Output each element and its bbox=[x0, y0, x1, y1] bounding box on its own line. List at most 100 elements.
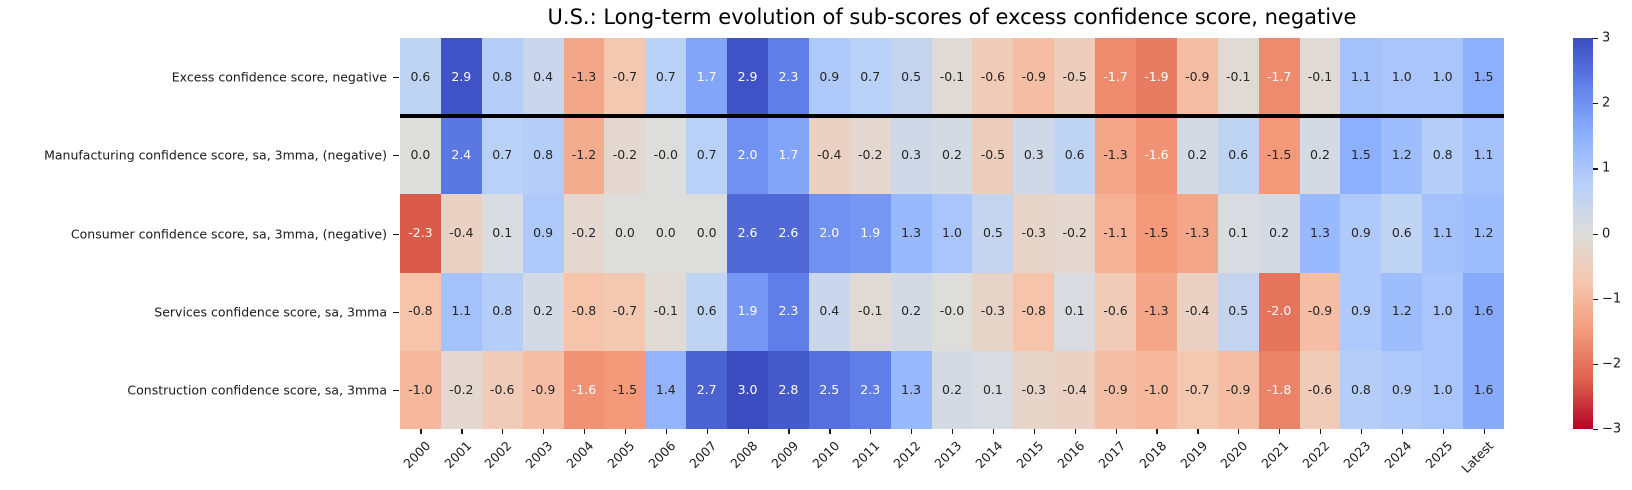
heatmap-cell: 2.0 bbox=[808, 194, 850, 273]
heatmap-cell: 1.1 bbox=[1340, 38, 1382, 117]
heatmap-cell: 1.1 bbox=[1463, 116, 1504, 195]
x-tick-label: 2001 bbox=[440, 438, 474, 472]
heatmap-cell: 2.6 bbox=[768, 194, 809, 273]
heatmap-cell: 0.3 bbox=[890, 116, 932, 195]
heatmap-cell: -0.4 bbox=[1054, 350, 1096, 429]
heatmap-cell: -0.3 bbox=[1013, 194, 1055, 273]
x-tick-label: 2020 bbox=[1217, 438, 1251, 472]
heatmap-cell: -1.5 bbox=[604, 350, 646, 429]
colorbar-tick-label: 3 bbox=[1602, 30, 1611, 46]
heatmap-cell: 0.4 bbox=[522, 38, 564, 117]
colorbar-tick-label: 2 bbox=[1602, 95, 1611, 111]
heatmap-cell: -1.3 bbox=[563, 38, 605, 117]
x-tick-mark bbox=[1156, 429, 1158, 434]
heatmap-cell: 1.3 bbox=[890, 194, 932, 273]
x-tick-mark bbox=[788, 429, 790, 434]
heatmap-cell: 0.5 bbox=[972, 194, 1014, 273]
x-tick-label: 2023 bbox=[1340, 438, 1374, 472]
colorbar-tick-mark bbox=[1593, 298, 1598, 300]
heatmap-cell: 2.3 bbox=[768, 272, 809, 351]
heatmap-cell: 1.0 bbox=[1422, 272, 1464, 351]
row-label: Consumer confidence score, sa, 3mma, (ne… bbox=[70, 226, 387, 241]
colorbar-tick-mark bbox=[1593, 363, 1598, 366]
heatmap-cell: -0.2 bbox=[563, 194, 605, 273]
heatmap-cell: 1.3 bbox=[890, 350, 932, 429]
x-tick-label: 2019 bbox=[1176, 438, 1210, 472]
heatmap-cell: -0.5 bbox=[1054, 38, 1096, 117]
heatmap-cell: 0.4 bbox=[808, 272, 850, 351]
heatmap-cell: 0.7 bbox=[686, 116, 728, 195]
heatmap-cell: 2.6 bbox=[727, 194, 768, 273]
heatmap-cell: -0.9 bbox=[1217, 350, 1259, 429]
heatmap-cell: 0.0 bbox=[604, 194, 646, 273]
heatmap-cell: 0.9 bbox=[522, 194, 564, 273]
heatmap-cell: -0.6 bbox=[972, 38, 1014, 117]
x-tick-label: 2014 bbox=[972, 438, 1006, 472]
heatmap-cell: 1.6 bbox=[1463, 350, 1504, 429]
heatmap-cell: 1.7 bbox=[768, 116, 809, 195]
x-tick-mark bbox=[1074, 429, 1076, 434]
heatmap-cell: 0.3 bbox=[1013, 116, 1055, 195]
x-tick-mark bbox=[1279, 429, 1281, 434]
y-tick-mark bbox=[393, 233, 399, 235]
heatmap-cell: 0.2 bbox=[890, 272, 932, 351]
heatmap-cell: 2.0 bbox=[727, 116, 768, 195]
x-tick-mark bbox=[1197, 429, 1199, 434]
x-tick-mark bbox=[461, 429, 463, 434]
heatmap-cell: -0.1 bbox=[849, 272, 891, 351]
heatmap-cell: 2.8 bbox=[768, 350, 809, 429]
x-tick-mark bbox=[1115, 429, 1117, 434]
x-tick-label: 2024 bbox=[1381, 438, 1415, 472]
heatmap-cell: 2.9 bbox=[727, 38, 768, 117]
heatmap-cell: -0.7 bbox=[604, 38, 646, 117]
heatmap-cell: 0.6 bbox=[400, 38, 441, 117]
heatmap-cell: 0.8 bbox=[1340, 350, 1382, 429]
x-tick-label: 2011 bbox=[849, 438, 883, 472]
colorbar-tick-label: 0 bbox=[1602, 226, 1611, 241]
heatmap-cell: -1.3 bbox=[1095, 116, 1136, 195]
heatmap-cell: -2.3 bbox=[400, 194, 441, 273]
heatmap-cell: -0.9 bbox=[522, 350, 564, 429]
x-tick-label: 2022 bbox=[1299, 438, 1333, 472]
x-tick-mark bbox=[1442, 429, 1444, 434]
heatmap-cell: 0.7 bbox=[645, 38, 687, 117]
heatmap-cell: 0.9 bbox=[1340, 272, 1382, 351]
x-tick-mark bbox=[420, 429, 422, 434]
heatmap-cell: 1.0 bbox=[1422, 38, 1464, 117]
x-tick-label: 2013 bbox=[931, 438, 965, 472]
heatmap-cell: 1.5 bbox=[1340, 116, 1382, 195]
colorbar-tick-mark bbox=[1593, 103, 1598, 105]
heatmap-cell: 0.8 bbox=[481, 38, 523, 117]
heatmap-cell: 0.6 bbox=[1381, 194, 1423, 273]
heatmap-cell: 2.3 bbox=[768, 38, 809, 117]
x-tick-mark bbox=[1401, 429, 1403, 434]
heatmap-cell: -0.6 bbox=[1095, 272, 1136, 351]
y-tick-mark bbox=[393, 155, 399, 157]
chart-title: U.S.: Long-term evolution of sub-scores … bbox=[547, 5, 1357, 29]
x-tick-mark bbox=[911, 429, 913, 434]
heatmap-cell: 0.2 bbox=[931, 350, 973, 429]
x-tick-label: 2007 bbox=[686, 438, 720, 472]
heatmap-cell: -0.9 bbox=[1013, 38, 1055, 117]
heatmap-cell: 0.5 bbox=[1217, 272, 1259, 351]
x-tick-label: 2008 bbox=[727, 438, 761, 472]
heatmap-cell: 1.4 bbox=[645, 350, 687, 429]
heatmap-cell: 1.9 bbox=[727, 272, 768, 351]
heatmap-cell: -0.4 bbox=[1176, 272, 1218, 351]
x-tick-label: 2012 bbox=[890, 438, 924, 472]
heatmap-cell: -0.5 bbox=[972, 116, 1014, 195]
heatmap-cell: 2.5 bbox=[808, 350, 850, 429]
heatmap-cell: 0.8 bbox=[522, 116, 564, 195]
heatmap-cell: 0.8 bbox=[481, 272, 523, 351]
x-tick-label: 2025 bbox=[1422, 438, 1456, 472]
heatmap-cell: -1.2 bbox=[563, 116, 605, 195]
colorbar-tick-label: −1 bbox=[1602, 291, 1622, 307]
heatmap-cell: 0.2 bbox=[1176, 116, 1218, 195]
heatmap-cell: -0.8 bbox=[563, 272, 605, 351]
heatmap-cell: -0.4 bbox=[808, 116, 850, 195]
heatmap-cell: -0.2 bbox=[1054, 194, 1096, 273]
heatmap-cell: -0.1 bbox=[1217, 38, 1259, 117]
heatmap-cell: 0.6 bbox=[1054, 116, 1096, 195]
x-tick-mark bbox=[1033, 429, 1035, 434]
heatmap-cell: -0.3 bbox=[1013, 350, 1055, 429]
